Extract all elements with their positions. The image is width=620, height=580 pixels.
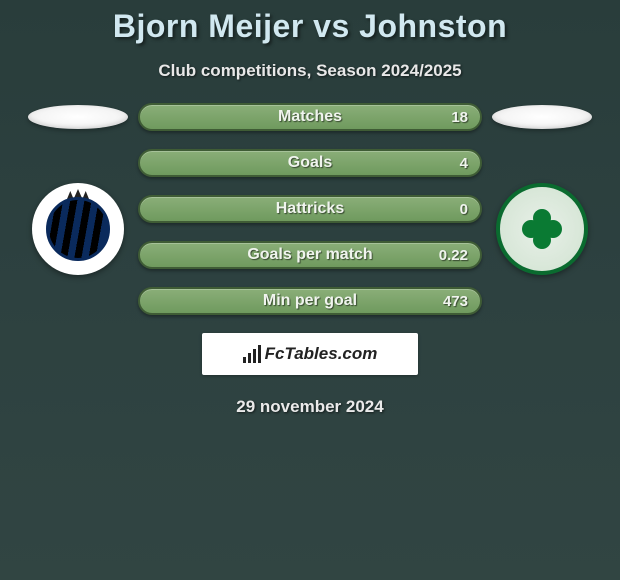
comparison-layout: Matches 18 Goals 4 Hattricks 0 Goals per match… bbox=[0, 99, 620, 315]
stat-value-right: 18 bbox=[451, 109, 468, 126]
player-left-avatar-placeholder bbox=[28, 105, 128, 129]
snapshot-date: 29 november 2024 bbox=[0, 397, 620, 417]
stat-label: Matches bbox=[278, 108, 342, 126]
stat-bar: Hattricks 0 bbox=[138, 195, 482, 223]
stat-value-right: 0 bbox=[460, 201, 468, 218]
stat-label: Min per goal bbox=[263, 292, 357, 310]
stat-bar: Goals 4 bbox=[138, 149, 482, 177]
bar-chart-icon bbox=[243, 345, 261, 363]
source-attribution: FcTables.com bbox=[202, 333, 418, 375]
brugge-stripes-icon bbox=[46, 197, 110, 261]
stat-bar: Matches 18 bbox=[138, 103, 482, 131]
comparison-title: Bjorn Meijer vs Johnston bbox=[0, 0, 620, 45]
stat-bar: Goals per match 0.22 bbox=[138, 241, 482, 269]
stats-column: Matches 18 Goals 4 Hattricks 0 Goals per match… bbox=[138, 99, 482, 315]
player-left-column bbox=[18, 99, 138, 275]
player-right-avatar-placeholder bbox=[492, 105, 592, 129]
stat-value-right: 4 bbox=[460, 155, 468, 172]
source-label: FcTables.com bbox=[265, 344, 378, 364]
competition-season: Club competitions, Season 2024/2025 bbox=[0, 61, 620, 81]
stat-label: Hattricks bbox=[276, 200, 344, 218]
stat-value-right: 0.22 bbox=[439, 247, 468, 264]
stat-value-right: 473 bbox=[443, 293, 468, 310]
stat-label: Goals per match bbox=[247, 246, 372, 264]
stat-bar: Min per goal 473 bbox=[138, 287, 482, 315]
stat-label: Goals bbox=[288, 154, 332, 172]
player-right-column bbox=[482, 99, 602, 275]
club-badge-right bbox=[496, 183, 588, 275]
club-badge-left bbox=[32, 183, 124, 275]
clover-icon bbox=[522, 209, 562, 249]
